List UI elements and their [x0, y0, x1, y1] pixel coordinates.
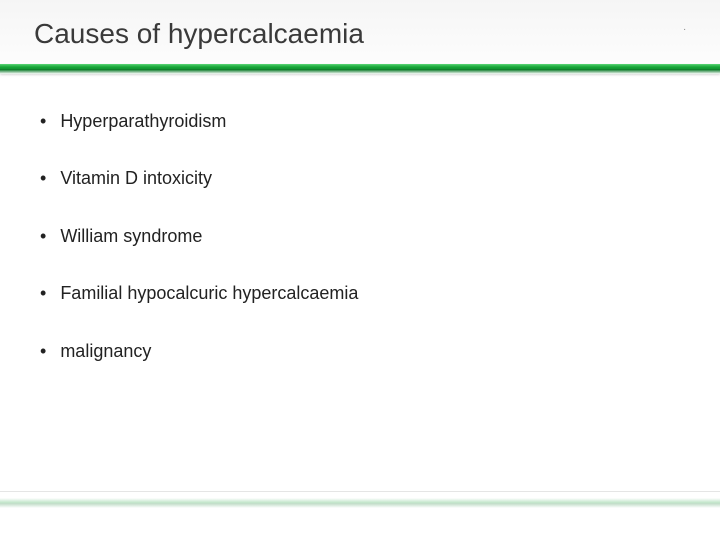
bullet-icon: •	[40, 282, 46, 305]
bullet-text: Hyperparathyroidism	[60, 110, 226, 133]
list-item: • malignancy	[40, 340, 720, 363]
bullet-icon: •	[40, 110, 46, 133]
bullet-icon: •	[40, 225, 46, 248]
content-area: • Hyperparathyroidism • Vitamin D intoxi…	[0, 50, 720, 363]
list-item: • William syndrome	[40, 225, 720, 248]
bullet-text: malignancy	[60, 340, 151, 363]
slide-title: Causes of hypercalcaemia	[34, 18, 720, 50]
corner-marker: .	[683, 22, 686, 33]
bullet-text: Vitamin D intoxicity	[60, 167, 212, 190]
list-item: • Familial hypocalcuric hypercalcaemia	[40, 282, 720, 305]
bullet-icon: •	[40, 340, 46, 363]
bullet-text: Familial hypocalcuric hypercalcaemia	[60, 282, 358, 305]
title-accent-bar	[0, 64, 720, 74]
bullet-icon: •	[40, 167, 46, 190]
bottom-divider-line	[0, 491, 720, 492]
bullet-text: William syndrome	[60, 225, 202, 248]
list-item: • Hyperparathyroidism	[40, 110, 720, 133]
title-area: Causes of hypercalcaemia	[0, 0, 720, 50]
list-item: • Vitamin D intoxicity	[40, 167, 720, 190]
slide: Causes of hypercalcaemia . • Hyperparath…	[0, 0, 720, 540]
bottom-accent-bar	[0, 498, 720, 508]
